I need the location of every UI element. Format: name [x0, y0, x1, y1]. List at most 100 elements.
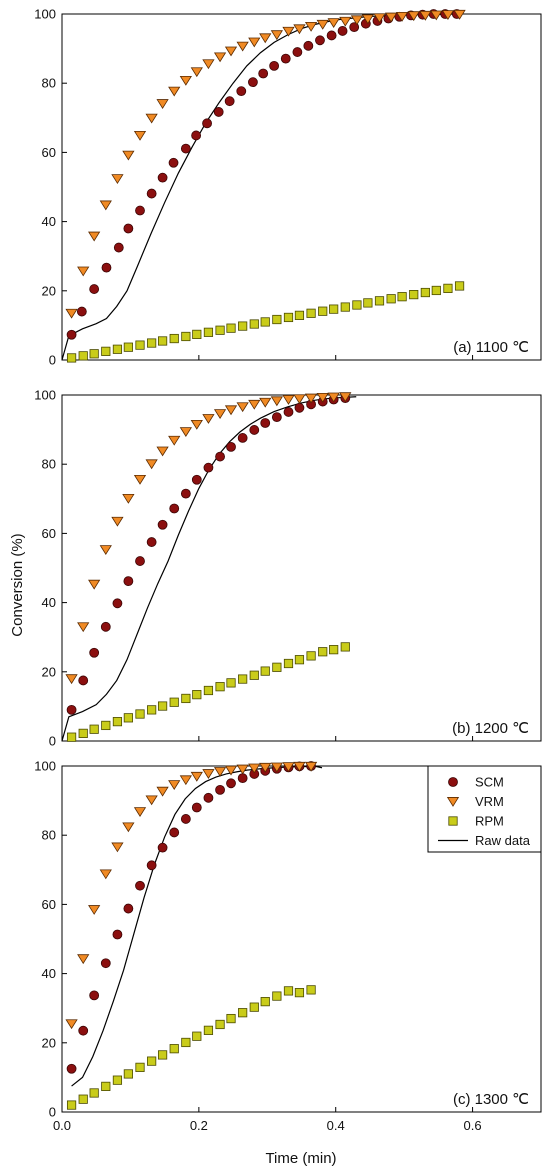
- vrm-point: [156, 786, 169, 797]
- y-tick-label: 40: [42, 595, 56, 610]
- scm-point: [269, 61, 280, 71]
- scm-point: [135, 880, 145, 891]
- rpm-point: [112, 344, 123, 354]
- scm-point: [337, 26, 348, 36]
- rpm-point: [283, 312, 294, 323]
- rpm-point: [215, 682, 225, 692]
- vrm-point: [145, 795, 158, 806]
- scm-point: [157, 519, 168, 530]
- rpm-point: [260, 317, 270, 327]
- raw-data-line: [61, 13, 459, 361]
- scm-point: [100, 958, 111, 969]
- rpm-point: [78, 1094, 88, 1104]
- scm-point: [112, 929, 123, 940]
- scm-point: [237, 433, 248, 443]
- legend-entry-raw-data: Raw data: [438, 833, 531, 848]
- legend-label: Raw data: [475, 833, 531, 848]
- vrm-point: [224, 405, 238, 416]
- panel-label: (b) 1200 ℃: [452, 720, 529, 737]
- vrm-point: [213, 767, 227, 777]
- vrm-point: [441, 10, 455, 21]
- scm-point: [294, 402, 305, 413]
- scm-point: [226, 441, 236, 452]
- rpm-point: [352, 300, 362, 310]
- scm-point: [123, 576, 134, 587]
- scm-point: [169, 503, 180, 514]
- vrm-point: [419, 10, 432, 21]
- rpm-point: [89, 724, 99, 734]
- y-tick-label: 100: [34, 759, 56, 774]
- plot-frame: [61, 394, 542, 742]
- rpm-point: [169, 1044, 179, 1054]
- rpm-point: [454, 281, 465, 291]
- vrm-point: [248, 37, 261, 48]
- rpm-point: [66, 353, 77, 363]
- legend-marker-vrm: [446, 797, 460, 807]
- vrm-point: [304, 761, 318, 772]
- scm-point: [168, 157, 179, 168]
- legend-box: [427, 765, 542, 853]
- scm-point: [283, 407, 294, 417]
- y-tick-label: 0: [49, 1105, 56, 1120]
- vrm-point: [259, 762, 272, 773]
- scm-point: [112, 598, 123, 609]
- vrm-point: [316, 19, 329, 30]
- scm-point: [100, 621, 111, 632]
- vrm-point: [122, 494, 135, 504]
- rpm-point: [169, 697, 179, 707]
- rpm-point: [169, 333, 179, 344]
- scm-point: [236, 86, 247, 97]
- panels-layer: 0 20 40 60 80 100 (a) 1100 ℃ 0 20 40 60 80 100 (b) 12…: [34, 7, 542, 1133]
- rpm-point: [260, 666, 270, 676]
- scm-point: [280, 53, 291, 64]
- rpm-point: [215, 1019, 225, 1030]
- rpm-point: [101, 1081, 111, 1091]
- rpm-point: [260, 997, 270, 1007]
- x-tick-label: 0.6: [464, 1118, 482, 1133]
- y-tick-label: 20: [42, 1035, 56, 1050]
- scm-point: [271, 412, 282, 423]
- panel-label: (c) 1300 ℃: [453, 1091, 529, 1108]
- series-scm: [66, 9, 462, 340]
- series-vrm: [65, 392, 352, 685]
- legend-entry-vrm: VRM: [446, 794, 504, 809]
- rpm-point: [123, 713, 133, 723]
- rpm-point: [89, 349, 99, 359]
- scm-point: [226, 778, 236, 789]
- scm-point: [180, 488, 191, 499]
- vrm-point: [77, 266, 90, 277]
- rpm-point: [66, 1100, 77, 1110]
- scm-point: [213, 107, 224, 117]
- vrm-point: [304, 22, 318, 32]
- scm-point: [169, 827, 180, 838]
- rpm-point: [272, 662, 282, 672]
- rpm-point: [66, 732, 77, 742]
- vrm-point: [282, 26, 295, 37]
- scm-point: [66, 329, 77, 340]
- rpm-point: [363, 298, 373, 308]
- rpm-point: [306, 651, 316, 661]
- rpm-point: [374, 296, 385, 306]
- vrm-point: [99, 545, 112, 556]
- rpm-point: [215, 325, 225, 335]
- scm-point: [157, 172, 168, 183]
- y-tick-label: 80: [42, 457, 56, 472]
- scm-point: [191, 802, 202, 813]
- vrm-point: [111, 842, 124, 853]
- vrm-point: [111, 174, 124, 185]
- vrm-point: [327, 18, 340, 28]
- rpm-point: [431, 285, 441, 296]
- scm-point: [315, 35, 325, 46]
- rpm-point: [329, 645, 339, 655]
- vrm-point: [190, 771, 203, 782]
- rpm-point: [112, 717, 123, 727]
- rpm-point: [157, 336, 168, 346]
- rpm-point: [135, 1062, 145, 1072]
- rpm-point: [226, 323, 236, 333]
- panel-3: 0 20 40 60 80 100 0.0 0.2 0.4 0.6 (c) 1300 ℃: [34, 759, 542, 1133]
- rpm-point: [181, 1037, 191, 1048]
- scm-point: [215, 451, 225, 462]
- rpm-point: [192, 1031, 202, 1041]
- vrm-point: [270, 396, 283, 407]
- scm-point: [123, 223, 134, 234]
